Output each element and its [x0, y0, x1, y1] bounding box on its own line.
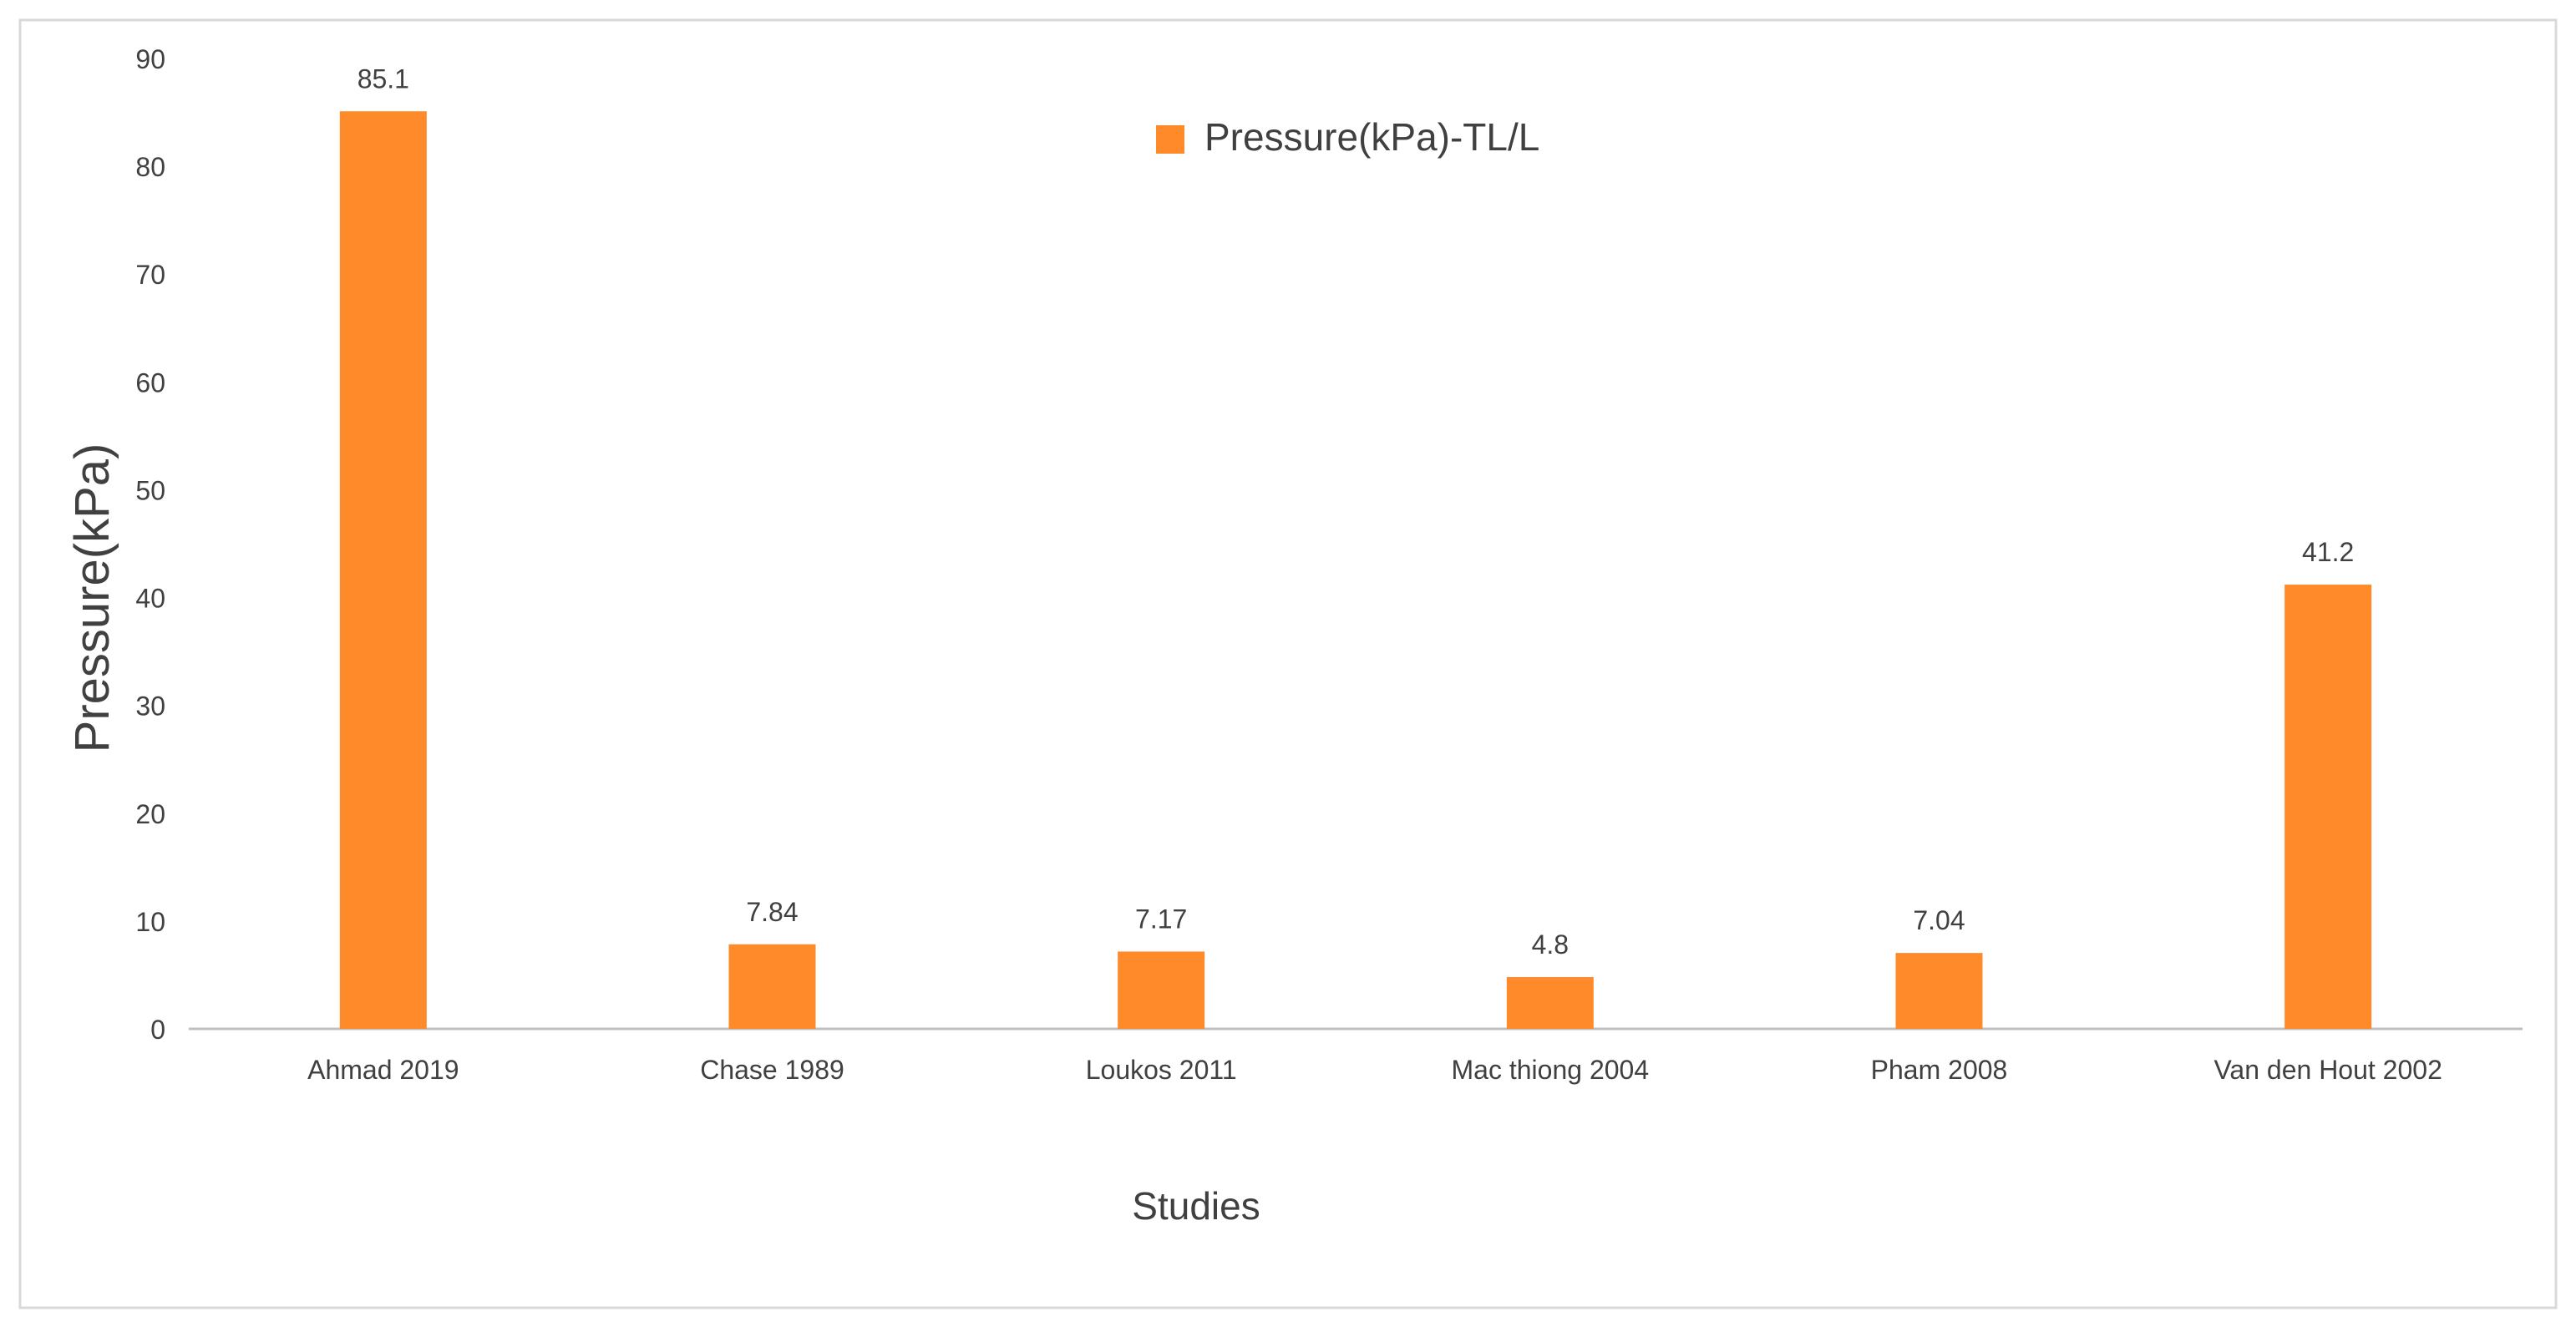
x-axis-title: Studies: [1132, 1184, 1260, 1228]
x-axis-ticks: Ahmad 2019 Chase 1989 Loukos 2011 Mac thion…: [307, 1055, 2442, 1085]
y-tick-label: 60: [135, 367, 165, 398]
bar-value-label: 7.84: [746, 897, 798, 927]
legend: Pressure(kPa)-TL/L: [1156, 115, 1539, 159]
y-tick-label: 0: [150, 1015, 165, 1045]
bar-value-label: 7.17: [1135, 904, 1187, 934]
x-tick-label: Pham 2008: [1871, 1055, 2008, 1085]
x-tick-label: Van den Hout 2002: [2213, 1055, 2442, 1085]
bar: [1506, 977, 1594, 1029]
bar: [1118, 951, 1205, 1029]
x-tick-label: Loukos 2011: [1086, 1055, 1237, 1085]
y-tick-label: 50: [135, 475, 165, 505]
legend-label: Pressure(kPa)-TL/L: [1204, 115, 1539, 159]
x-tick-label: Mac thiong 2004: [1452, 1055, 1650, 1085]
bar-value-label: 7.04: [1913, 905, 1965, 935]
bar-value-label: 4.8: [1532, 929, 1569, 960]
y-tick-label: 70: [135, 260, 165, 290]
bar-value-label: 85.1: [357, 63, 409, 94]
y-tick-label: 20: [135, 799, 165, 829]
y-tick-label: 80: [135, 152, 165, 182]
bar: [2284, 585, 2372, 1029]
y-tick-label: 40: [135, 584, 165, 614]
chart-border: [18, 18, 2558, 1309]
y-axis-ticks: 0 10 20 30 40 50 60 70 80 90: [135, 44, 165, 1045]
bars: [339, 111, 2372, 1030]
legend-swatch: [1156, 125, 1184, 154]
y-axis-title: Pressure(kPa): [65, 443, 119, 753]
bar: [339, 111, 427, 1030]
x-tick-label: Chase 1989: [700, 1055, 844, 1085]
bar-value-label: 41.2: [2302, 537, 2354, 567]
bar: [1895, 953, 1983, 1029]
y-tick-label: 30: [135, 691, 165, 722]
y-tick-label: 10: [135, 907, 165, 937]
y-tick-label: 90: [135, 44, 165, 74]
x-tick-label: Ahmad 2019: [307, 1055, 459, 1085]
data-labels: 85.1 7.84 7.17 4.8 7.04 41.2: [357, 63, 2355, 960]
bar: [728, 944, 816, 1029]
